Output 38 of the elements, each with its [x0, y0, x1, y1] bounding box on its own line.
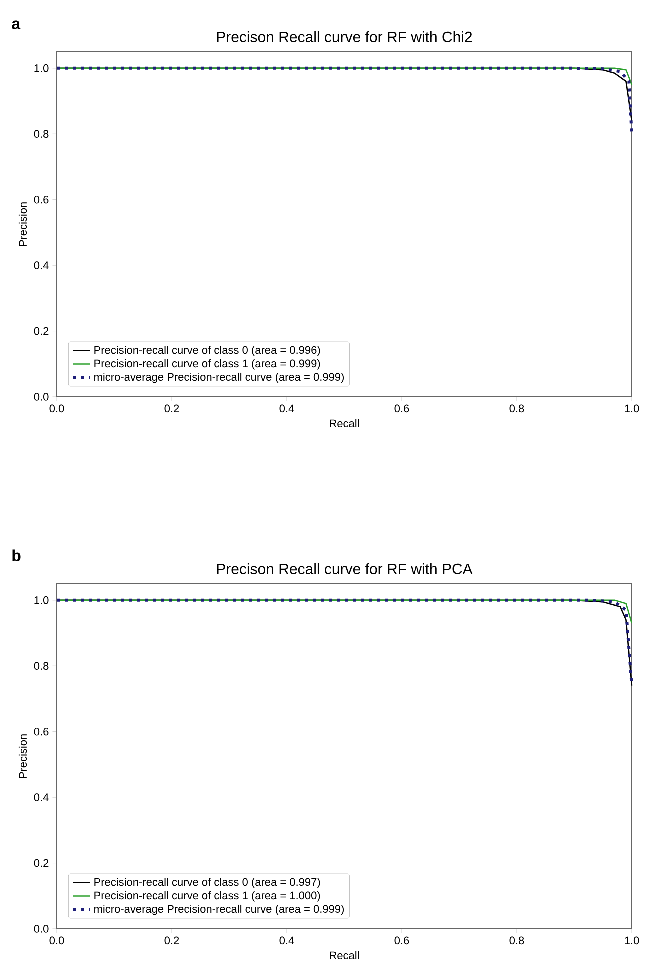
y-tick-label: 0.4 — [34, 794, 49, 802]
legend-label: Precision-recall curve of class 1 (area = 1.000) — [94, 892, 320, 902]
x-tick-label: 0.6 — [394, 404, 410, 413]
text: a — [12, 20, 21, 30]
x-tick-label: 0.8 — [510, 404, 524, 413]
legend-label: micro-average Precision-recall curve (area = 0.999) — [94, 904, 344, 916]
y-tick-label: 0.2 — [34, 859, 49, 868]
x-tick-label: 0.6 — [394, 936, 410, 945]
x-tick-label: 0.0 — [50, 404, 64, 413]
y-axis-title: Precision — [18, 734, 28, 778]
legend-label: micro-average Precision-recall curve (area = 0.999) — [94, 372, 344, 384]
y-tick-label: 1.0 — [34, 64, 49, 72]
x-tick-label: 0.2 — [164, 936, 180, 945]
y-tick-label: 0.6 — [34, 728, 49, 736]
y-tick-label: 0.8 — [34, 662, 49, 670]
chart-title: Precison Recall curve for RF with PCA — [217, 563, 473, 574]
y-tick-label: 0.6 — [34, 196, 49, 204]
y-axis-title: Precision — [18, 202, 28, 246]
y-tick-label: 1.0 — [34, 596, 49, 604]
x-tick-label: 0.0 — [50, 936, 64, 945]
text: b — [12, 550, 21, 562]
x-tick-label: 0.4 — [280, 404, 294, 413]
x-tick-label: 1.0 — [625, 936, 640, 945]
x-tick-label: 1.0 — [625, 404, 640, 413]
chart-title: Precison Recall curve for RF with Chi2 — [217, 31, 472, 42]
y-tick-label: 0.4 — [34, 262, 49, 270]
x-tick-label: 0.4 — [280, 936, 294, 945]
x-axis-title: Recall — [330, 951, 360, 960]
legend-label: Precision-recall curve of class 0 (area = 0.997) — [94, 878, 320, 888]
y-tick-label: 0.0 — [34, 925, 49, 933]
x-axis-title: Recall — [330, 419, 360, 428]
y-tick-label: 0.0 — [34, 393, 49, 401]
y-tick-label: 0.2 — [34, 327, 49, 336]
x-tick-label: 0.2 — [164, 404, 180, 413]
x-tick-label: 0.8 — [510, 936, 524, 945]
y-tick-label: 0.8 — [34, 130, 49, 138]
legend-label: Precision-recall curve of class 1 (area = 0.999) — [94, 360, 320, 370]
legend-label: Precision-recall curve of class 0 (area = 0.996) — [94, 346, 320, 356]
